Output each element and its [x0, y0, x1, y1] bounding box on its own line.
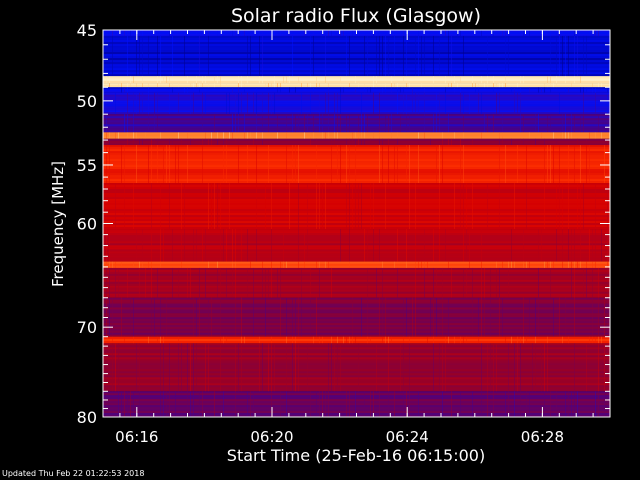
- y-tick-label: 45: [77, 21, 97, 40]
- heatmap-band: [103, 92, 610, 115]
- heatmap-band: [103, 229, 610, 262]
- x-tick-label: 06:20: [250, 428, 293, 446]
- heatmap-band: [103, 114, 610, 133]
- y-tick-label: 80: [77, 408, 97, 427]
- x-tick-label: 06:28: [521, 428, 564, 446]
- x-tick-label: 06:24: [386, 428, 429, 446]
- updated-timestamp: Updated Thu Feb 22 01:22:53 2018: [2, 469, 145, 478]
- y-tick-label: 60: [77, 215, 97, 234]
- heatmap-band: [103, 297, 610, 337]
- heatmap-band: [103, 83, 610, 88]
- heatmap-band: [103, 336, 610, 344]
- heatmap-band: [103, 138, 610, 146]
- heatmap-band: [103, 132, 610, 139]
- y-tick-label: 50: [77, 92, 97, 111]
- heatmap-band: [103, 261, 610, 268]
- y-tick-label: 70: [77, 318, 97, 337]
- x-tick-label: 06:16: [115, 428, 158, 446]
- heatmap-band: [103, 183, 610, 230]
- axes: 45 50 55 60 70 80 06:16 06:20 06:24 06:28: [77, 21, 611, 446]
- heatmap-area: [103, 30, 610, 417]
- heatmap-band: [103, 145, 610, 184]
- heatmap-band: [103, 35, 610, 77]
- heatmap-band: [103, 267, 610, 298]
- heatmap-band: [103, 87, 610, 93]
- heatmap-band: [103, 76, 610, 84]
- y-axis-label: Frequency [MHz]: [49, 161, 67, 287]
- x-axis-label: Start Time (25-Feb-16 06:15:00): [227, 446, 485, 465]
- heatmap-band: [103, 343, 610, 392]
- chart-title: Solar radio Flux (Glasgow): [231, 5, 481, 27]
- y-tick-label: 55: [77, 156, 97, 175]
